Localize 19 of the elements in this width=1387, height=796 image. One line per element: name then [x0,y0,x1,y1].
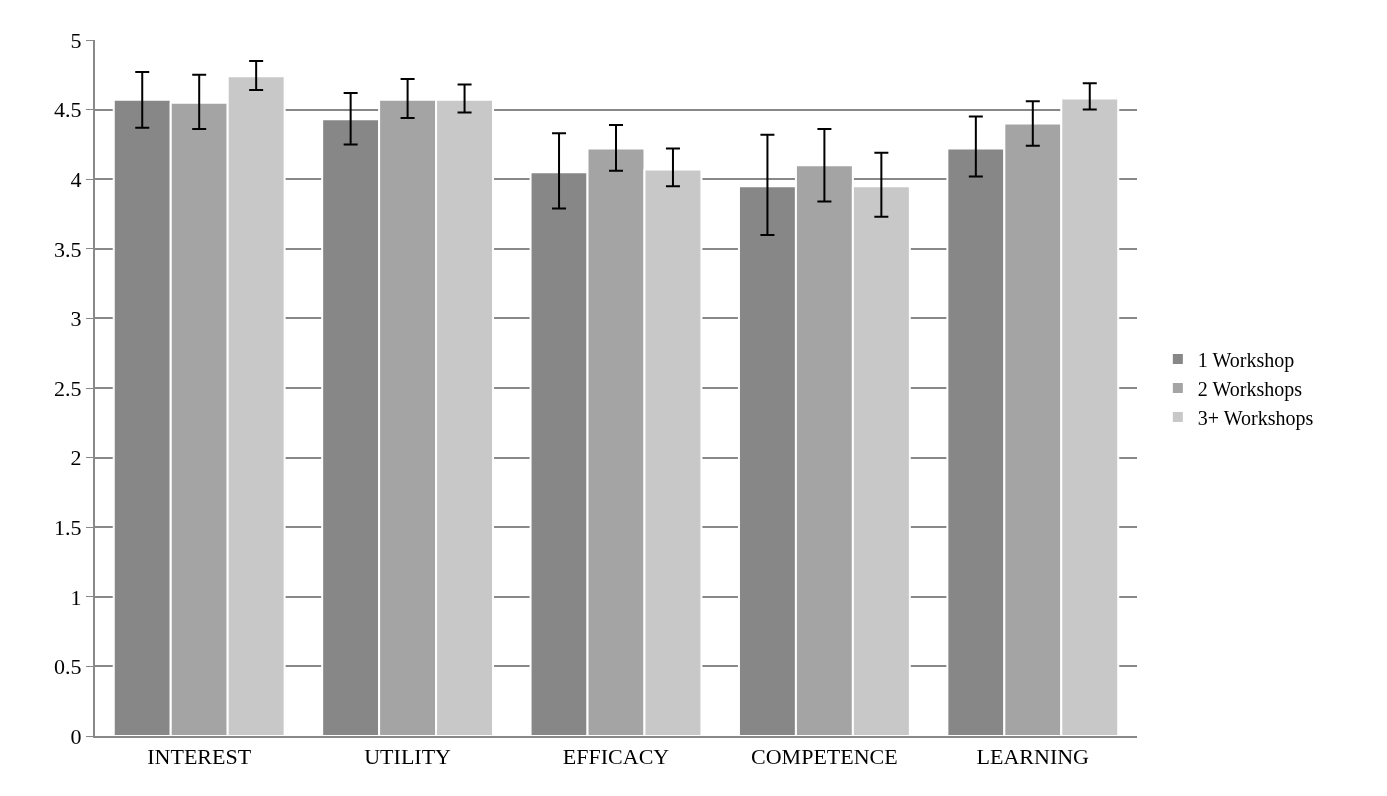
y-tick-label: 3.5 [54,236,82,262]
y-tick-label: 2.5 [54,375,82,401]
y-tick-label: 2 [70,445,82,471]
y-tick-label: 3 [70,306,82,332]
x-tick-label: UTILITY [364,744,452,770]
legend-label: 2 Workshops [1197,377,1303,401]
x-tick-label: EFFICACY [562,744,670,770]
y-tick-label: 4 [70,166,82,192]
legend-label: 3+ Workshops [1197,406,1314,430]
y-tick-label: 1.5 [54,514,82,540]
x-tick-label: COMPETENCE [751,744,898,770]
y-tick-label: 4.5 [54,97,82,123]
y-tick-label: 0 [70,723,82,749]
y-tick-label: 1 [70,584,82,610]
legend-label: 1 Workshop [1197,348,1295,372]
x-tick-label: LEARNING [976,744,1090,770]
y-tick-label: 5 [70,27,82,53]
y-tick-label: 0.5 [54,654,82,680]
x-tick-label: INTEREST [147,744,252,770]
